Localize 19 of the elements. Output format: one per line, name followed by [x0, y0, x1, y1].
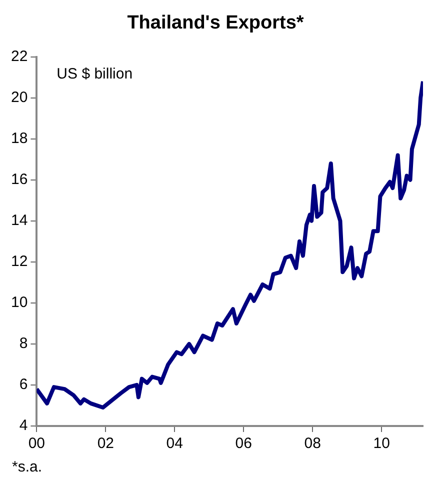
chart-title: Thailand's Exports* [127, 12, 304, 34]
y-tick-label: 16 [10, 171, 28, 188]
y-tick-label: 12 [10, 253, 28, 270]
y-tick-label: 8 [19, 335, 28, 352]
annotation: US $ billion [56, 65, 133, 82]
y-tick-label: 22 [10, 48, 28, 65]
x-tick-label: 04 [166, 435, 183, 452]
y-tick-label: 10 [10, 294, 28, 312]
x-tick-label: 06 [235, 435, 252, 452]
x-tick-label: 02 [97, 435, 114, 452]
y-tick-label: 18 [10, 130, 28, 147]
y-tick-label: 20 [10, 88, 28, 106]
text: *s.a. [12, 458, 42, 476]
y-tick-label: 6 [19, 376, 28, 394]
y-tick-label: 4 [19, 417, 28, 434]
x-tick-label: 00 [28, 435, 46, 452]
y-tick-label: 14 [10, 212, 28, 230]
x-tick-label: 10 [373, 435, 390, 452]
x-tick-label: 08 [304, 435, 321, 452]
